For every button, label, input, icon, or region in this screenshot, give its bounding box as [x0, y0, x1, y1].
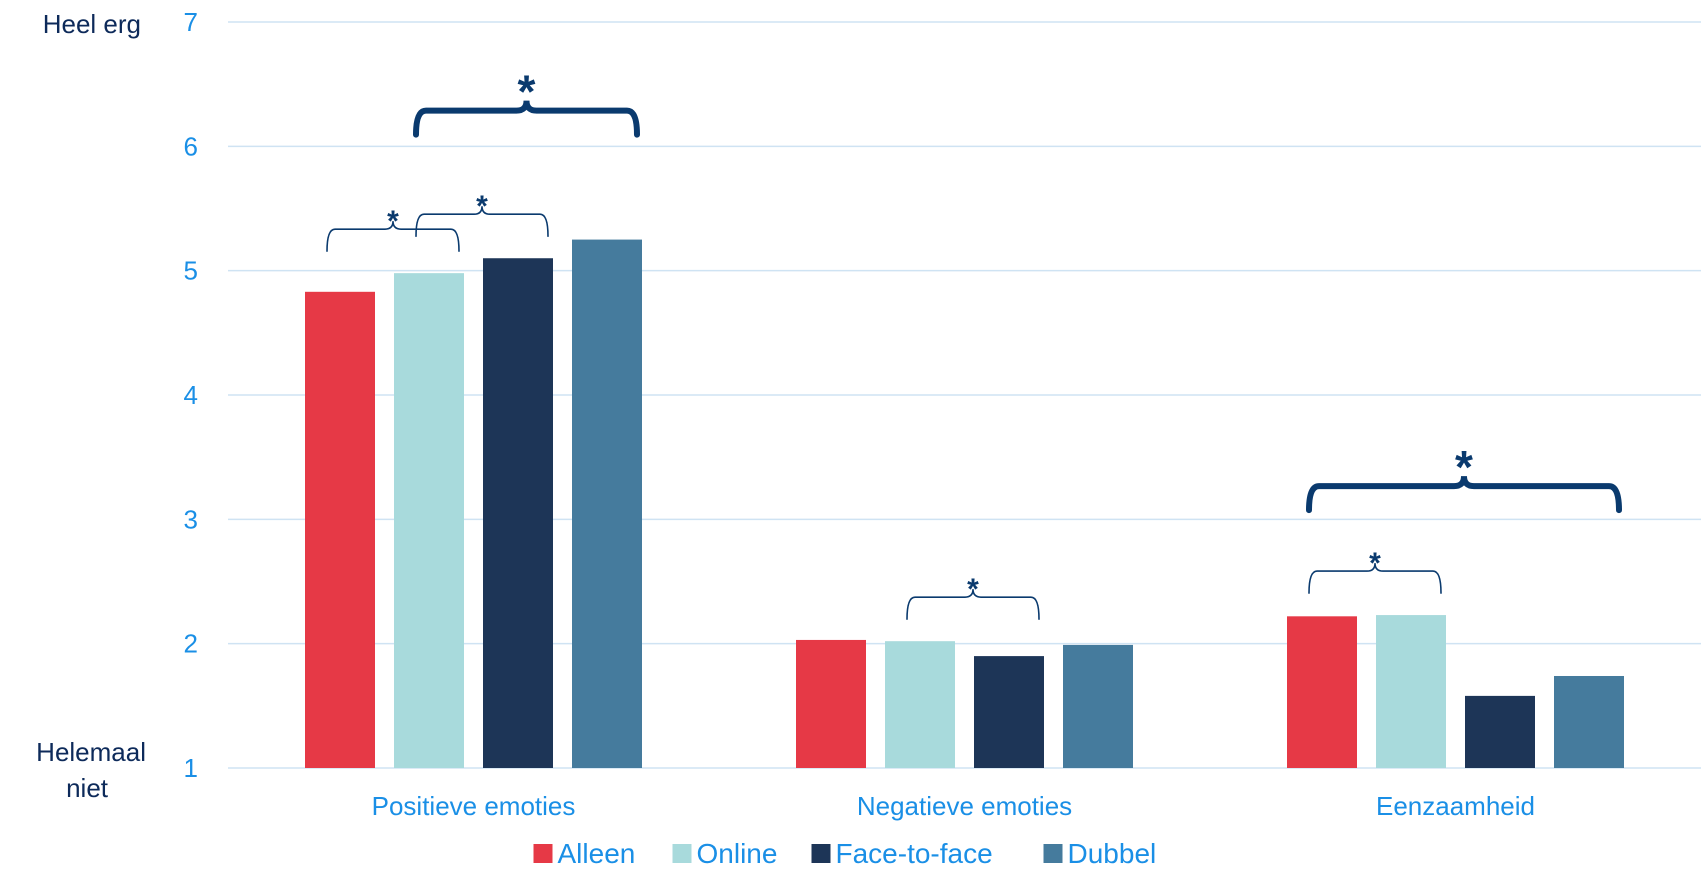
significance-star: * — [518, 66, 536, 118]
y-tick-label: 6 — [184, 131, 198, 161]
legend-swatch — [533, 844, 553, 863]
bar-face-to-face — [974, 656, 1044, 768]
legend-label: Alleen — [558, 838, 636, 869]
significance-bracket — [906, 589, 1040, 620]
y-tick-label: 1 — [184, 753, 198, 783]
legend-label: Dubbel — [1068, 838, 1157, 869]
y-tick-label: 7 — [184, 7, 198, 37]
bar-online — [394, 273, 464, 768]
y-axis-ticks: 1 2 3 4 5 6 7 — [184, 7, 198, 783]
x-category-label: Negatieve emoties — [857, 791, 1072, 821]
bar-alleen — [796, 639, 866, 768]
significance-star: * — [387, 205, 399, 238]
x-category-label: Eenzaamheid — [1376, 791, 1535, 821]
y-tick-label: 3 — [184, 504, 198, 534]
y-anchor-top-label: Heel erg — [43, 9, 141, 39]
x-category-label: Positieve emoties — [372, 791, 576, 821]
significance-star: * — [1455, 441, 1473, 493]
legend-item: Alleen — [533, 838, 636, 869]
significance-bracket-large — [1306, 475, 1622, 514]
y-tick-label: 2 — [184, 629, 198, 659]
legend-swatch — [1043, 844, 1063, 863]
legend-item: Online — [672, 838, 778, 869]
bar-dubbel — [572, 239, 642, 769]
bar-alleen — [305, 291, 375, 768]
bars — [305, 239, 1624, 769]
y-tick-label: 4 — [184, 380, 198, 410]
y-anchor-bottom-label-line1: Helemaal — [36, 737, 146, 767]
legend-item: Face-to-face — [811, 838, 993, 869]
legend-swatch — [811, 844, 831, 863]
bar-face-to-face — [1465, 695, 1535, 768]
y-tick-label: 5 — [184, 256, 198, 286]
bar-dubbel — [1554, 675, 1624, 768]
legend-label: Online — [697, 838, 778, 869]
significance-brackets: * * * * * * — [326, 66, 1622, 620]
x-axis-categories: Positieve emoties Negatieve emoties Eenzaa… — [372, 791, 1535, 821]
significance-star: * — [476, 190, 488, 223]
legend-item: Dubbel — [1043, 838, 1157, 869]
legend-label: Face-to-face — [836, 838, 993, 869]
significance-star: * — [967, 573, 979, 606]
y-anchor-bottom-label-line2: niet — [66, 773, 109, 803]
gridlines — [228, 21, 1701, 769]
legend: Alleen Online Face-to-face Dubbel — [533, 838, 1157, 869]
legend-swatch — [672, 844, 692, 863]
bar-face-to-face — [483, 258, 553, 768]
significance-bracket — [1308, 563, 1442, 594]
bar-online — [1376, 615, 1446, 768]
significance-star: * — [1369, 547, 1381, 580]
bar-alleen — [1287, 616, 1357, 768]
bar-online — [885, 641, 955, 768]
bar-dubbel — [1063, 644, 1133, 768]
